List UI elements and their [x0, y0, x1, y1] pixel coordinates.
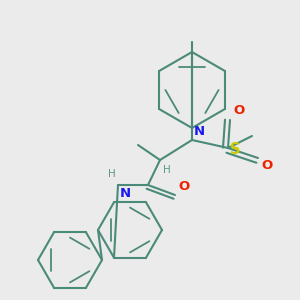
Text: O: O [261, 159, 272, 172]
Text: O: O [178, 180, 189, 193]
Text: S: S [230, 142, 241, 157]
Text: O: O [233, 104, 244, 117]
Text: H: H [163, 165, 171, 175]
Text: N: N [194, 125, 205, 138]
Text: H: H [108, 169, 116, 179]
Text: N: N [120, 187, 131, 200]
